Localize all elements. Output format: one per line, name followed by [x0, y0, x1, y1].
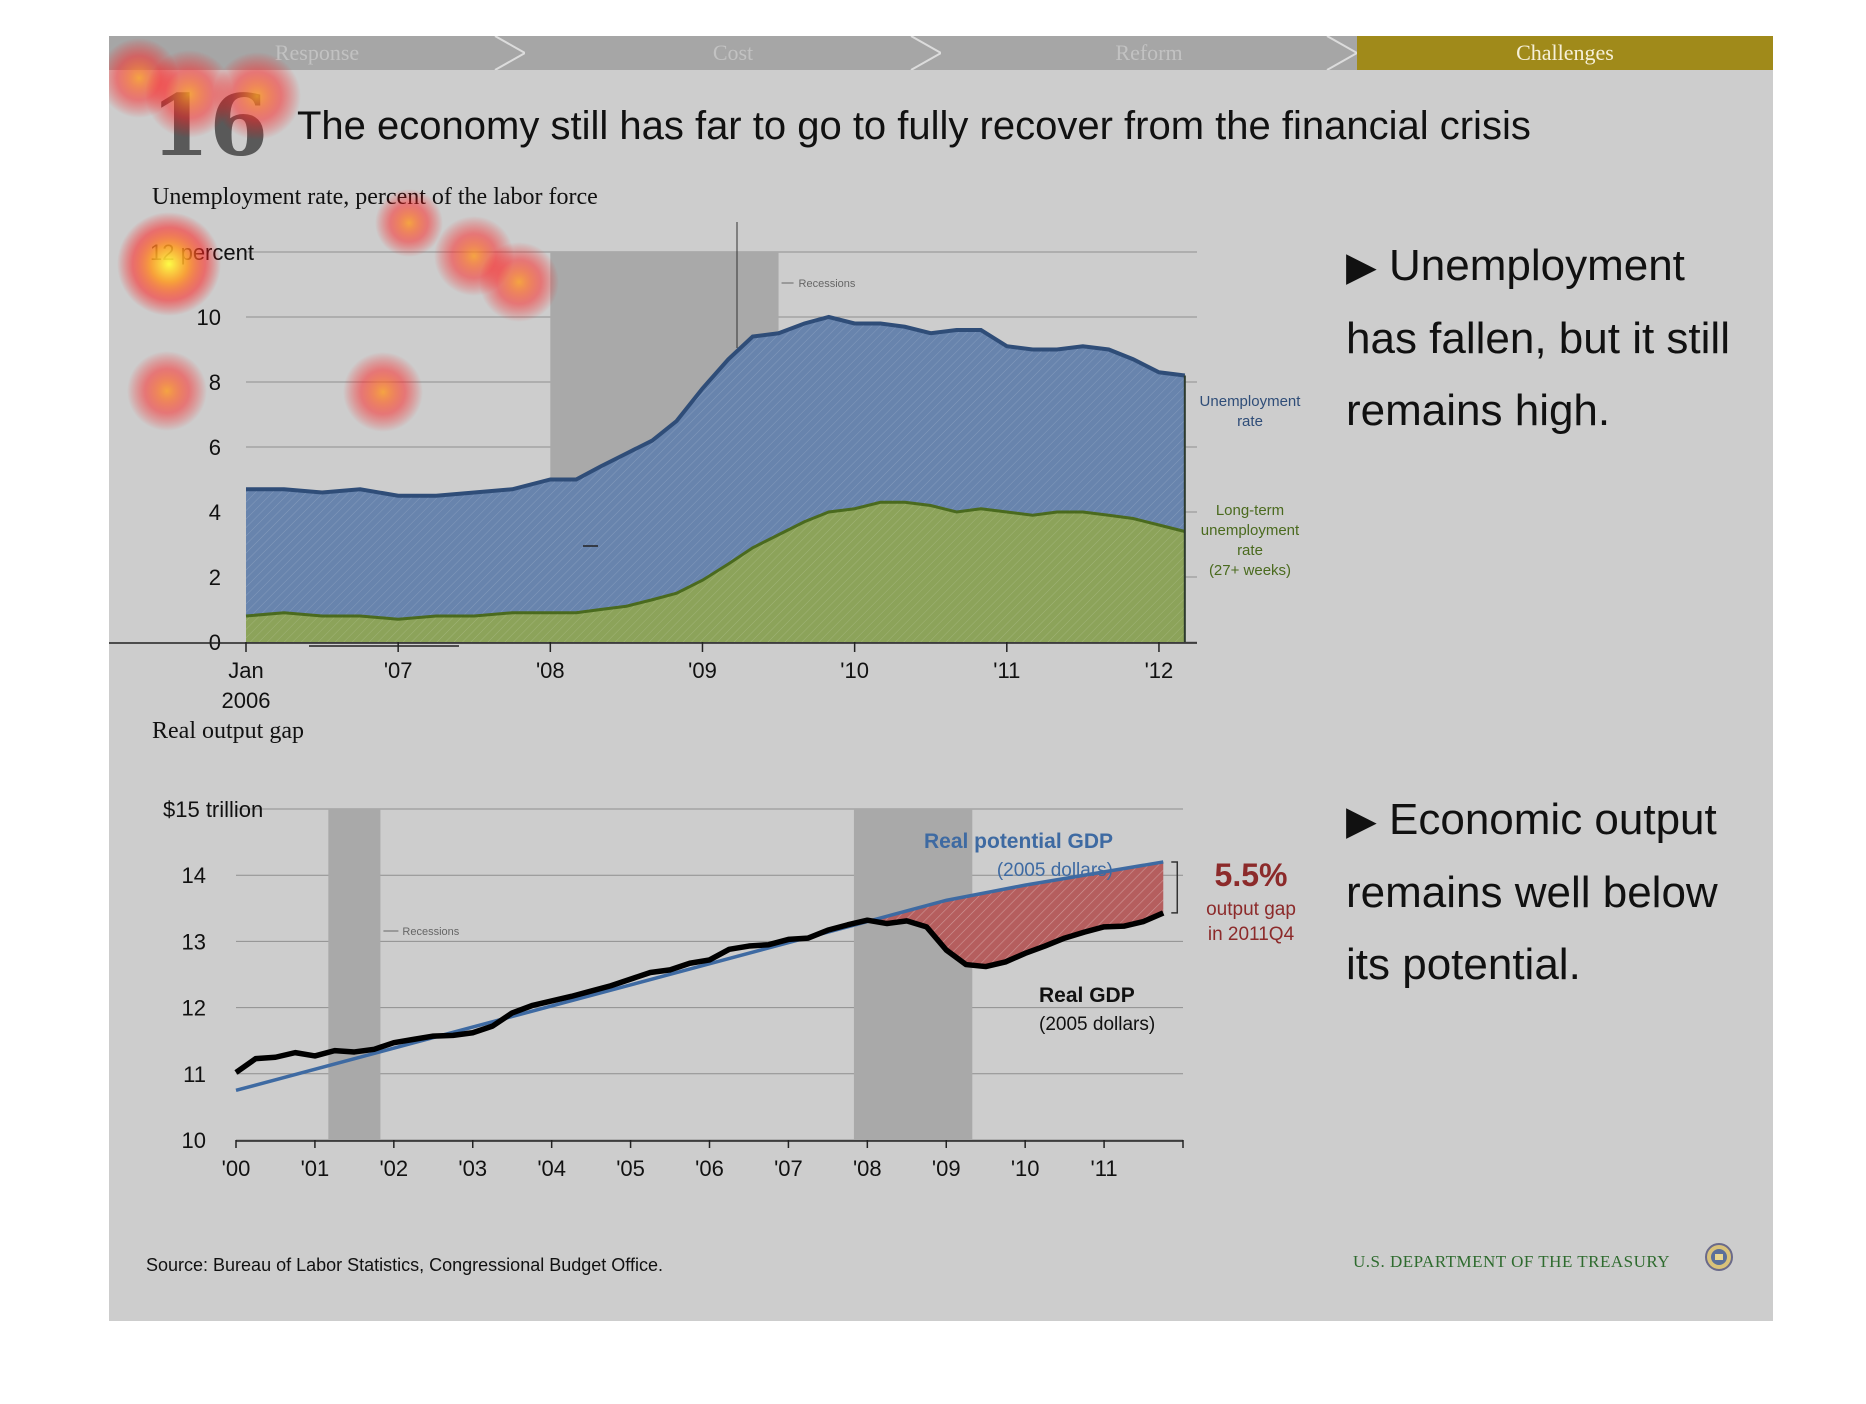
bullet-text: Economic output remains well below its p… [1346, 795, 1718, 989]
nav-tab-bg [941, 36, 1357, 70]
potential-gdp-line [235, 860, 1164, 1093]
unemployment-series-label: Unemployment [1200, 393, 1302, 410]
longterm-hatch [246, 502, 1185, 642]
tab-response[interactable]: Response [274, 40, 360, 65]
agency-name: U.S. DEPARTMENT OF THE TREASURY [1353, 1252, 1671, 1271]
longterm-series-label: rate [1237, 542, 1263, 559]
output-gap-value: 5.5% [1215, 857, 1288, 893]
x-tick-label: '07 [384, 658, 413, 683]
nav-tab-bg [1357, 36, 1773, 70]
x-tick-label: '11 [993, 658, 1020, 683]
potential-gdp-sublabel: (2005 dollars) [997, 860, 1113, 881]
output-gap-chart: Recessions $15 trillion 14 13 12 11 10 '00 '01 '0… [163, 797, 1296, 1181]
y-tick-label: 10 [197, 305, 221, 330]
x-tick-label: '03 [458, 1156, 487, 1181]
nav-background [109, 36, 1773, 70]
recession-band [853, 809, 973, 1140]
x-tick-label: '09 [688, 658, 717, 683]
source-note: Source: Bureau of Labor Statistics, Cong… [146, 1255, 663, 1275]
chart2-title: Real output gap [152, 718, 304, 744]
arrow-icon: ▶ [1346, 799, 1377, 843]
slide: Response Cost Reform Challenges 16 The econ… [109, 36, 1773, 1321]
tab-challenges[interactable]: Challenges [1516, 40, 1614, 65]
x-tick-label: 2006 [222, 688, 271, 713]
y-tick-label: 2 [209, 565, 221, 590]
y-tick-label: 10 [182, 1128, 206, 1153]
chart1-title: Unemployment rate, percent of the labor … [152, 184, 598, 210]
x-tick-label: Jan [228, 658, 263, 683]
longterm-series-label: unemployment [1201, 522, 1300, 539]
real-gdp-line [234, 910, 1165, 1075]
x-tick-label: '11 [1091, 1156, 1118, 1181]
y-tick-label: 12 [182, 996, 206, 1021]
x-tick-label: '02 [379, 1156, 408, 1181]
x-tick-label: '09 [932, 1156, 961, 1181]
bullet-output: ▶ Economic output remains well below its… [1346, 784, 1756, 1001]
real-gdp-label: Real GDP [1039, 984, 1135, 1007]
recession-label: Recessions [402, 926, 459, 938]
nav-tab-bg [525, 36, 941, 70]
x-tick-label: '00 [222, 1156, 251, 1181]
x-tick-label: '08 [853, 1156, 882, 1181]
x-tick-label: '05 [616, 1156, 645, 1181]
real-gdp-sublabel: (2005 dollars) [1039, 1014, 1155, 1035]
y-tick-label: 12 percent [150, 240, 254, 265]
bullet-unemployment: ▶ Unemployment has fallen, but it still … [1346, 230, 1756, 447]
tab-cost[interactable]: Cost [712, 40, 754, 65]
y-tick-label: 4 [209, 500, 221, 525]
x-tick-label: '10 [1011, 1156, 1040, 1181]
longterm-line [245, 500, 1186, 621]
output-gap-caption: in 2011Q4 [1208, 924, 1295, 945]
y-tick-label: 11 [183, 1062, 206, 1087]
recession-label: Recessions [799, 278, 856, 290]
y-tick-label: 8 [209, 370, 221, 395]
slide-number: 16 [151, 76, 268, 175]
x-tick-label: '12 [1145, 658, 1174, 683]
y-tick-label: 13 [182, 929, 206, 954]
arrow-icon: ▶ [1346, 245, 1377, 289]
unemployment-series-label: rate [1237, 413, 1263, 430]
x-tick-label: '10 [840, 658, 869, 683]
tab-reform[interactable]: Reform [1115, 40, 1183, 65]
output-gap-caption: output gap [1206, 899, 1296, 920]
x-tick-label: '06 [695, 1156, 724, 1181]
section-nav: Response Cost Reform Challenges [109, 36, 1773, 70]
longterm-series-label: (27+ weeks) [1209, 562, 1291, 579]
slide-title: The economy still has far to go to fully… [297, 104, 1531, 148]
gap-bracket [1171, 861, 1179, 914]
treasury-seal-icon [1705, 1243, 1733, 1271]
potential-gdp-label: Real potential GDP [924, 830, 1113, 853]
x-tick-label: '01 [301, 1156, 330, 1181]
bullet-text: Unemployment has fallen, but it still re… [1346, 241, 1730, 435]
x-tick-label: '04 [537, 1156, 566, 1181]
unemployment-line [246, 314, 1186, 498]
y-tick-label: 6 [209, 435, 221, 460]
recession-band [328, 809, 381, 1140]
x-tick-label: '07 [774, 1156, 803, 1181]
y-tick-label: 14 [182, 863, 206, 888]
x-tick-label: '08 [536, 658, 565, 683]
y-tick-label: $15 trillion [163, 797, 263, 822]
longterm-series-label: Long-term [1216, 502, 1284, 519]
